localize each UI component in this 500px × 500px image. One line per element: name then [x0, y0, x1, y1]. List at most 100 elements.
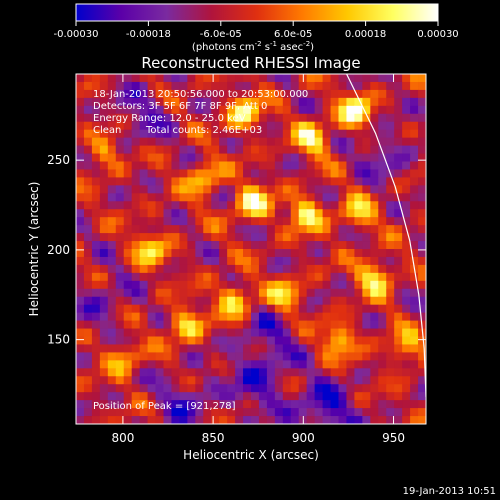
- heatmap-cell: [211, 416, 220, 424]
- heatmap-cell: [418, 336, 426, 345]
- heatmap-cell: [282, 74, 292, 83]
- heatmap-cell: [346, 272, 355, 282]
- heatmap-cell: [346, 304, 355, 314]
- heatmap-cell: [99, 81, 109, 91]
- heatmap-cell: [378, 217, 387, 226]
- heatmap-cell: [139, 256, 148, 266]
- heatmap-cell: [354, 153, 363, 162]
- heatmap-cell: [107, 89, 117, 99]
- heatmap-cell: [378, 256, 387, 266]
- heatmap-cell: [362, 320, 371, 329]
- heatmap-cell: [91, 272, 101, 282]
- heatmap-cell: [163, 74, 172, 83]
- heatmap-cell: [394, 97, 403, 107]
- heatmap-cell: [99, 304, 109, 314]
- heatmap-cell: [402, 392, 411, 401]
- heatmap-cell: [378, 161, 387, 170]
- heatmap-cell: [362, 296, 371, 306]
- heatmap-cell: [354, 392, 363, 401]
- heatmap-cell: [131, 209, 141, 218]
- heatmap-cell: [235, 272, 244, 282]
- heatmap-cell: [91, 328, 101, 337]
- heatmap-cell: [378, 400, 387, 409]
- heatmap-cell: [107, 177, 117, 186]
- heatmap-cell: [322, 416, 331, 424]
- x-tick-label: 900: [292, 431, 315, 445]
- heatmap-cell: [139, 97, 148, 107]
- heatmap-cell: [187, 129, 196, 139]
- heatmap-cell: [211, 145, 220, 154]
- heatmap-cell: [386, 352, 395, 361]
- heatmap-cell: [258, 129, 268, 139]
- heatmap-cell: [362, 304, 371, 314]
- heatmap-cell: [203, 400, 212, 409]
- heatmap-cell: [410, 241, 419, 250]
- heatmap-cell: [306, 408, 316, 417]
- heatmap-cell: [362, 249, 371, 258]
- heatmap-cell: [251, 217, 260, 226]
- heatmap-cell: [378, 169, 387, 178]
- heatmap-cell: [282, 400, 292, 409]
- heatmap-cell: [243, 161, 252, 170]
- heatmap-cell: [171, 320, 180, 329]
- heatmap-cell: [386, 304, 395, 314]
- heatmap-cell: [251, 89, 260, 99]
- heatmap-cell: [235, 384, 244, 393]
- heatmap-cell: [402, 264, 411, 274]
- heatmap-cell: [418, 233, 426, 242]
- heatmap-cell: [402, 169, 411, 178]
- heatmap-cell: [203, 241, 212, 250]
- heatmap-cell: [115, 384, 125, 393]
- heatmap-cell: [266, 145, 276, 154]
- heatmap-cell: [258, 408, 268, 417]
- heatmap-cell: [203, 89, 212, 99]
- heatmap-cell: [402, 344, 411, 353]
- heatmap-cell: [402, 272, 411, 282]
- heatmap-cell: [179, 225, 188, 234]
- heatmap-cell: [418, 408, 426, 417]
- heatmap-cell: [227, 280, 236, 290]
- heatmap-cell: [298, 105, 308, 115]
- heatmap-cell: [346, 400, 355, 409]
- heatmap-cell: [91, 249, 101, 258]
- heatmap-cell: [290, 177, 300, 186]
- heatmap-cell: [370, 161, 379, 170]
- heatmap-cell: [418, 376, 426, 385]
- heatmap-cell: [386, 233, 395, 242]
- heatmap-cell: [123, 97, 133, 107]
- heatmap-cell: [362, 177, 371, 186]
- colorbar-tick-label: 0.00018: [345, 29, 386, 40]
- heatmap-cell: [378, 97, 387, 107]
- heatmap-cell: [171, 185, 180, 194]
- heatmap-cell: [322, 81, 331, 91]
- heatmap-cell: [274, 336, 284, 345]
- heatmap-cell: [394, 392, 403, 401]
- heatmap-cell: [330, 288, 339, 298]
- heatmap-cell: [115, 185, 125, 194]
- heatmap-cell: [346, 225, 355, 234]
- heatmap-cell: [219, 408, 228, 417]
- heatmap-cell: [410, 129, 419, 139]
- heatmap-cell: [179, 233, 188, 242]
- heatmap-cell: [410, 408, 419, 417]
- heatmap-cell: [211, 185, 220, 194]
- heatmap-cell: [219, 137, 228, 146]
- heatmap-cell: [227, 81, 236, 91]
- heatmap-cell: [107, 376, 117, 385]
- footer-timestamp: 19-Jan-2013 10:51: [403, 486, 496, 497]
- heatmap-cell: [76, 145, 85, 154]
- heatmap-cell: [91, 336, 101, 345]
- heatmap-cell: [171, 312, 180, 321]
- heatmap-cell: [83, 121, 93, 131]
- heatmap-cell: [187, 256, 196, 266]
- heatmap-cell: [330, 169, 339, 178]
- heatmap-cell: [187, 312, 196, 321]
- heatmap-cell: [282, 105, 292, 115]
- heatmap-cell: [338, 161, 347, 170]
- heatmap-cell: [203, 81, 212, 91]
- heatmap-cell: [266, 336, 276, 345]
- heatmap-cell: [258, 153, 268, 162]
- heatmap-cell: [155, 328, 164, 337]
- heatmap-cell: [163, 185, 172, 194]
- heatmap-cell: [282, 241, 292, 250]
